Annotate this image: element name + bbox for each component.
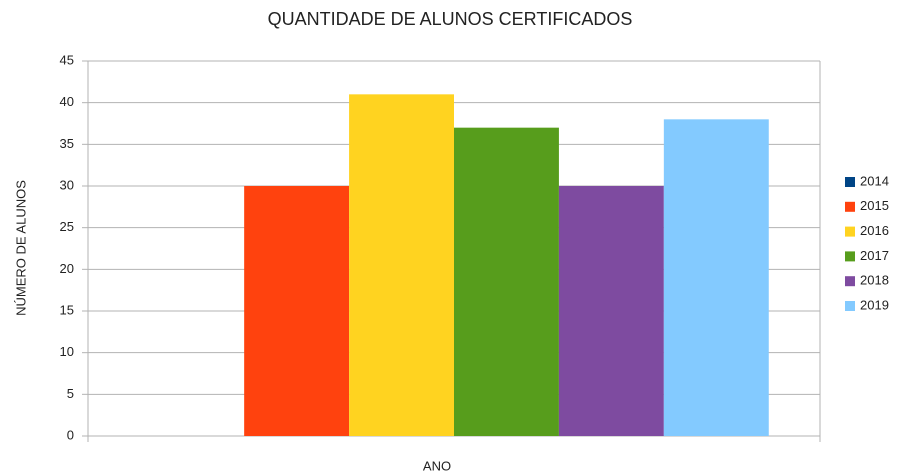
bar bbox=[558, 186, 664, 436]
legend-label: 2014 bbox=[860, 173, 889, 188]
x-axis-label: ANO bbox=[423, 458, 451, 473]
legend-label: 2019 bbox=[860, 297, 889, 312]
bar bbox=[349, 94, 454, 436]
legend-label: 2018 bbox=[860, 273, 889, 288]
legend-swatch bbox=[845, 301, 855, 311]
y-tick-label: 45 bbox=[60, 52, 74, 67]
y-tick-label: 30 bbox=[60, 177, 74, 192]
chart-title: QUANTIDADE DE ALUNOS CERTIFICADOS bbox=[268, 9, 633, 29]
legend-swatch bbox=[845, 251, 855, 262]
legend-label: 2016 bbox=[860, 223, 889, 238]
bar bbox=[663, 119, 769, 436]
y-tick-label: 40 bbox=[60, 94, 74, 109]
bar bbox=[454, 127, 559, 437]
legend-swatch bbox=[845, 276, 855, 287]
y-tick-label: 25 bbox=[60, 219, 74, 234]
legend-swatch bbox=[845, 201, 855, 212]
y-tick-label: 0 bbox=[67, 427, 74, 442]
y-axis-label: NÚMERO DE ALUNOS bbox=[13, 180, 28, 316]
legend-swatch bbox=[845, 177, 855, 187]
legend-label: 2015 bbox=[860, 198, 889, 213]
legend-swatch bbox=[845, 226, 855, 237]
y-tick-label: 35 bbox=[60, 136, 74, 151]
y-tick-label: 10 bbox=[60, 344, 74, 359]
y-tick-label: 20 bbox=[60, 261, 74, 276]
legend-label: 2017 bbox=[860, 248, 889, 263]
y-tick-label: 15 bbox=[60, 302, 74, 317]
bar bbox=[244, 186, 350, 436]
y-tick-label: 5 bbox=[67, 386, 74, 401]
